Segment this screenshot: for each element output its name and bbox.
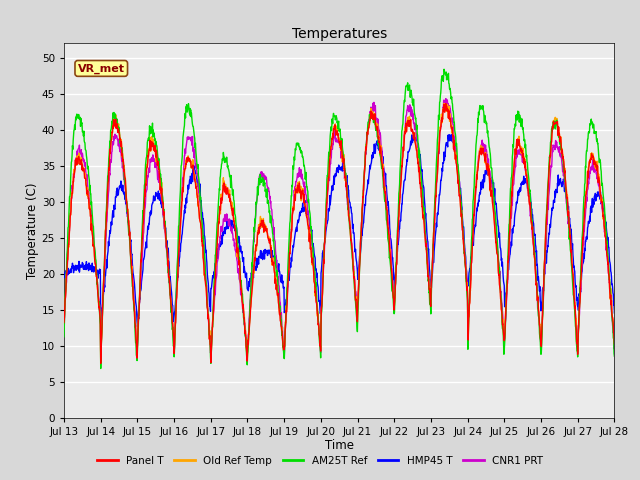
Y-axis label: Temperature (C): Temperature (C) xyxy=(26,182,39,279)
Text: VR_met: VR_met xyxy=(78,63,125,73)
Title: Temperatures: Temperatures xyxy=(292,27,387,41)
X-axis label: Time: Time xyxy=(324,439,354,453)
Legend: Panel T, Old Ref Temp, AM25T Ref, HMP45 T, CNR1 PRT: Panel T, Old Ref Temp, AM25T Ref, HMP45 … xyxy=(93,452,547,470)
